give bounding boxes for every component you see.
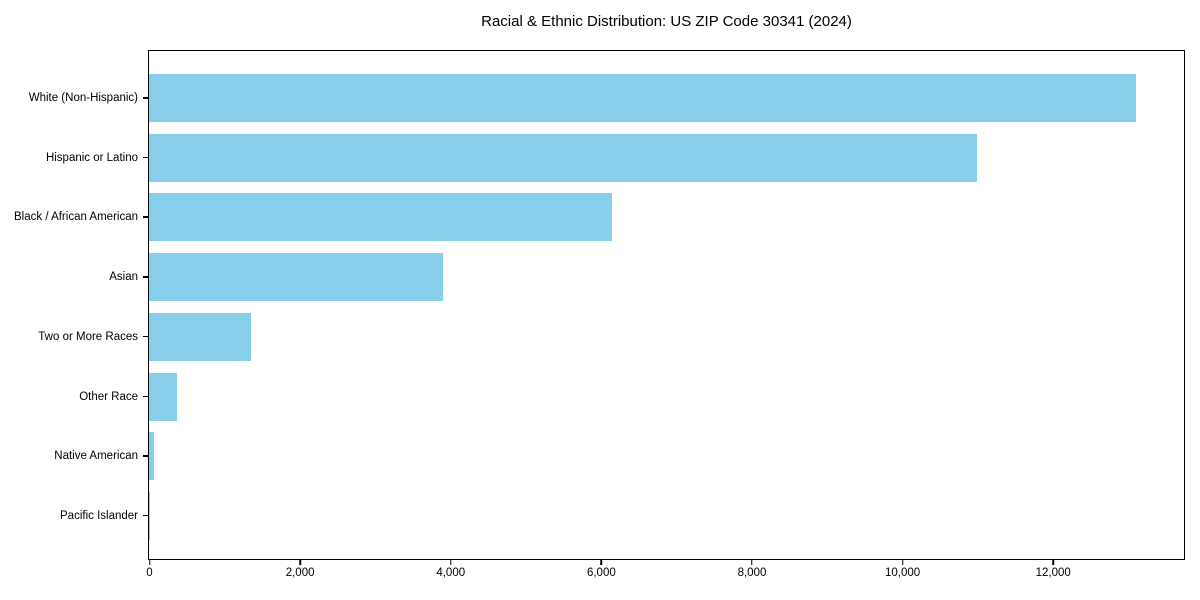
- chart-title: Racial & Ethnic Distribution: US ZIP Cod…: [481, 13, 852, 30]
- bar-two-or-more-races: [149, 312, 251, 361]
- x-tick-mark: [148, 560, 151, 565]
- x-tick-mark: [1052, 560, 1054, 565]
- y-tick-mark: [143, 216, 148, 218]
- x-tick-label: 0: [146, 567, 153, 579]
- y-axis-label: Pacific Islander: [60, 509, 138, 522]
- x-tick-label: 2,000: [285, 567, 315, 579]
- x-tick-mark: [901, 560, 904, 565]
- x-tick-label: 10,000: [885, 567, 921, 579]
- y-tick-mark: [143, 156, 148, 159]
- x-tick-mark: [299, 560, 301, 565]
- y-tick-mark: [143, 335, 148, 338]
- y-axis-label: Other Race: [79, 390, 138, 403]
- y-tick-mark: [143, 455, 148, 457]
- bar-asian: [149, 253, 443, 302]
- x-tick-mark: [449, 560, 452, 565]
- y-axis-label: Two or More Races: [38, 330, 138, 343]
- x-tick-label: 4,000: [436, 567, 466, 579]
- bar-black-african-american: [149, 193, 613, 242]
- x-tick-label: 12,000: [1035, 567, 1071, 579]
- y-tick-mark: [143, 276, 148, 278]
- bar-native-american: [149, 432, 154, 481]
- x-tick-label: 8,000: [737, 567, 767, 579]
- bar-white-non-hispanic: [149, 74, 1136, 122]
- bar-pacific-islander: [149, 491, 150, 540]
- y-axis-label: Asian: [109, 271, 138, 284]
- y-axis-label: Black / African American: [14, 211, 138, 224]
- bar-other-race: [149, 372, 178, 421]
- y-tick-mark: [143, 514, 148, 517]
- x-tick-label: 6,000: [586, 567, 616, 579]
- y-tick-mark: [143, 395, 148, 397]
- y-axis-label: Native American: [54, 450, 138, 463]
- y-tick-mark: [143, 97, 148, 99]
- x-tick-mark: [600, 560, 603, 565]
- plot-area: [148, 50, 1185, 560]
- x-tick-mark: [751, 560, 753, 565]
- y-axis-label: Hispanic or Latino: [45, 151, 138, 164]
- y-axis-label: White (Non-Hispanic): [28, 92, 138, 104]
- bar-hispanic-or-latino: [149, 133, 978, 182]
